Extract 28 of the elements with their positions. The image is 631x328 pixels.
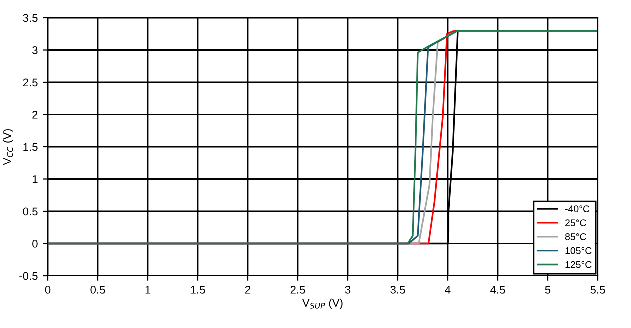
x-tick-label: 5.5 [590, 286, 606, 294]
y-tick-label: 2 [32, 111, 38, 119]
y-tick-label: 0.5 [23, 208, 38, 216]
legend-label: 125°C [566, 261, 592, 268]
y-axis-title: V$_{CC}$ (V) [3, 129, 14, 166]
y-tick-label: 1.5 [24, 143, 38, 152]
x-axis-title: V$_{SUP}$ (V) [302, 298, 343, 310]
x-tick-label: 2 [245, 286, 251, 294]
y-tick-label: 1 [32, 176, 38, 184]
x-tick-label: 5 [545, 286, 551, 294]
legend-label: 85°C [565, 234, 586, 240]
x-tick-label: 2.5 [290, 286, 306, 294]
x-tick-label: 3.5 [390, 286, 406, 294]
x-tick-label: 4 [445, 286, 451, 294]
y-tick-label: 3.5 [23, 14, 38, 22]
x-tick-label: 4.5 [490, 286, 506, 294]
legend-label: 25°C [566, 220, 586, 226]
y-tick-label: 2.5 [23, 78, 38, 87]
x-tick-label: 0 [45, 286, 51, 294]
y-tick-label: 0 [32, 240, 38, 248]
y-tick-label: -0.5 [20, 272, 38, 280]
x-tick-label: 0.5 [90, 286, 106, 294]
legend-label: -40°C [565, 206, 590, 213]
x-tick-label: 1.5 [191, 286, 206, 294]
legend-label: 105°C [566, 247, 592, 254]
x-tick-label: 1 [146, 286, 151, 294]
y-tick-label: 3 [32, 46, 38, 54]
x-tick-label: 3 [345, 286, 351, 294]
